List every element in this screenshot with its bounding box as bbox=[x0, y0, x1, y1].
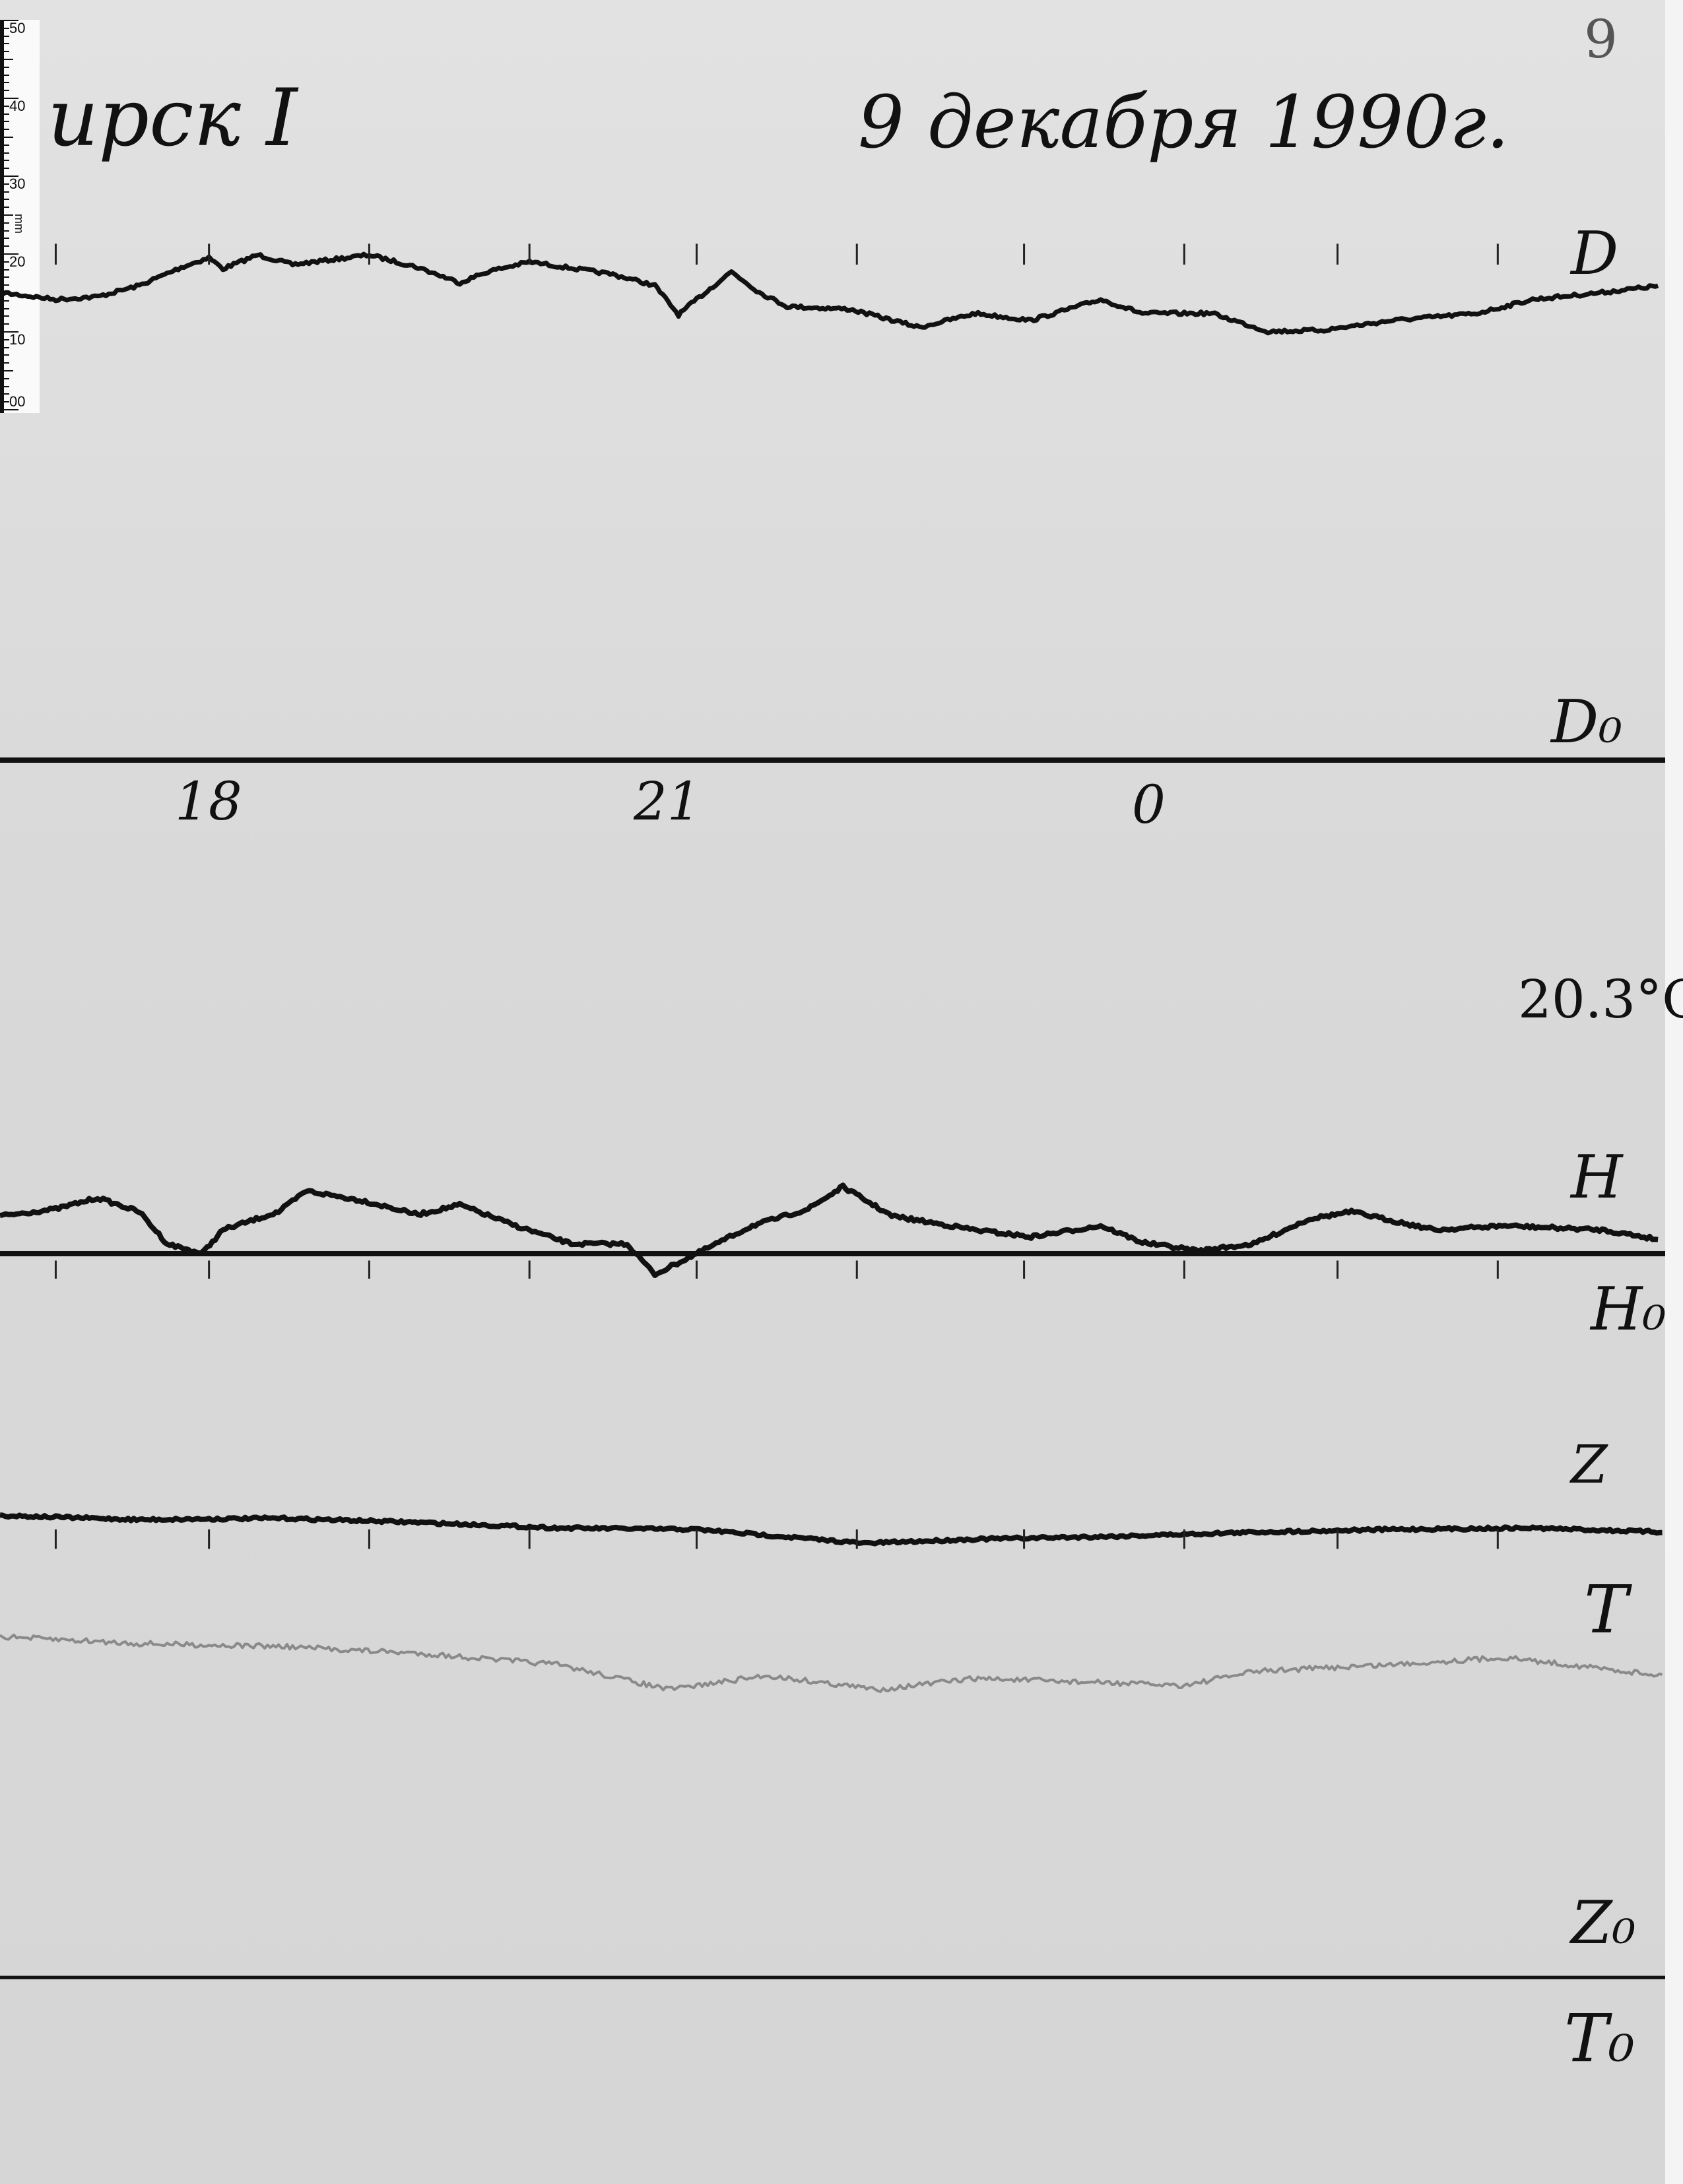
ruler-tick bbox=[4, 409, 18, 410]
ruler-tick bbox=[4, 59, 13, 60]
ruler-tick bbox=[4, 377, 9, 379]
ruler-tick bbox=[4, 300, 9, 302]
trace-D bbox=[0, 251, 1659, 336]
ruler-tick bbox=[4, 176, 18, 177]
sheet-number: 9 bbox=[1584, 9, 1618, 70]
ruler-tick bbox=[4, 199, 9, 201]
ruler-tick bbox=[4, 354, 9, 356]
time-mark-18: 18 bbox=[175, 771, 242, 832]
ruler-label-00: 00 bbox=[9, 393, 26, 410]
page-edge bbox=[1665, 0, 1683, 2184]
ruler-tick bbox=[4, 385, 9, 387]
ruler-tick bbox=[4, 222, 9, 224]
ruler-tick bbox=[4, 121, 9, 123]
ruler-tick bbox=[4, 261, 9, 263]
ruler-tick bbox=[4, 183, 9, 185]
ruler-label-20: 20 bbox=[9, 253, 26, 270]
ruler-label-10: 10 bbox=[9, 331, 26, 348]
label-H: H bbox=[1571, 1143, 1623, 1212]
station-name: ирск I bbox=[48, 73, 298, 164]
ruler-tick bbox=[4, 152, 9, 154]
ruler-tick bbox=[4, 331, 18, 333]
ruler-tick bbox=[4, 90, 9, 92]
ruler-tick bbox=[4, 113, 9, 115]
mm-ruler: 50 40 30 mm 20 10 00 bbox=[0, 20, 40, 413]
ruler-tick bbox=[4, 160, 9, 162]
ruler-label-40: 40 bbox=[9, 98, 26, 114]
ruler-tick bbox=[4, 307, 9, 309]
time-mark-21: 21 bbox=[634, 771, 701, 832]
ruler-tick bbox=[4, 315, 9, 317]
ruler-label-30: 30 bbox=[9, 176, 26, 192]
ruler-tick bbox=[4, 191, 9, 193]
ruler-tick bbox=[4, 253, 18, 255]
ruler-tick bbox=[4, 362, 9, 364]
ruler-tick bbox=[4, 82, 9, 84]
ruler-tick bbox=[4, 284, 9, 286]
time-mark-0: 0 bbox=[1132, 774, 1166, 835]
ruler-tick bbox=[4, 27, 9, 29]
trace-Z bbox=[0, 1512, 1663, 1547]
ruler-label-50: 50 bbox=[9, 20, 26, 36]
ruler-tick bbox=[4, 105, 9, 107]
ruler-tick bbox=[4, 401, 9, 403]
label-D: D bbox=[1571, 219, 1619, 288]
ruler-tick bbox=[4, 370, 13, 371]
label-D0: D₀ bbox=[1551, 688, 1623, 757]
label-T: T bbox=[1584, 1571, 1628, 1648]
ruler-tick bbox=[4, 207, 9, 209]
ruler-tick bbox=[4, 35, 9, 37]
record-date: 9 декабря 1990г. bbox=[858, 80, 1509, 164]
label-T0: T₀ bbox=[1564, 2000, 1635, 2077]
label-H0: H₀ bbox=[1591, 1275, 1666, 1344]
ruler-tick bbox=[4, 245, 9, 247]
ruler-tick bbox=[4, 144, 9, 146]
label-Z0: Z₀ bbox=[1571, 1888, 1636, 1958]
ruler-tick bbox=[4, 66, 9, 68]
ruler-tick bbox=[4, 276, 9, 278]
ruler-tick bbox=[4, 338, 9, 340]
ruler-tick bbox=[4, 43, 9, 45]
ruler-tick bbox=[4, 98, 18, 99]
ruler-tick bbox=[4, 238, 9, 240]
ruler-tick bbox=[4, 323, 9, 325]
ruler-tick bbox=[4, 20, 18, 21]
ruler-tick bbox=[4, 129, 9, 131]
trace-H bbox=[0, 1182, 1659, 1278]
ruler-tick bbox=[4, 214, 13, 216]
label-Z: Z bbox=[1571, 1434, 1608, 1495]
trace-T bbox=[0, 1633, 1663, 1693]
ruler-tick bbox=[4, 269, 9, 271]
ruler-tick bbox=[4, 74, 9, 76]
ruler-tick bbox=[4, 137, 13, 138]
ruler-tick bbox=[4, 393, 9, 395]
ruler-tick bbox=[4, 51, 9, 53]
temperature-label: 20.3°C bbox=[1518, 969, 1683, 1030]
ruler-tick bbox=[4, 230, 9, 232]
ruler-tick bbox=[4, 168, 9, 170]
ruler-tick bbox=[4, 346, 9, 348]
